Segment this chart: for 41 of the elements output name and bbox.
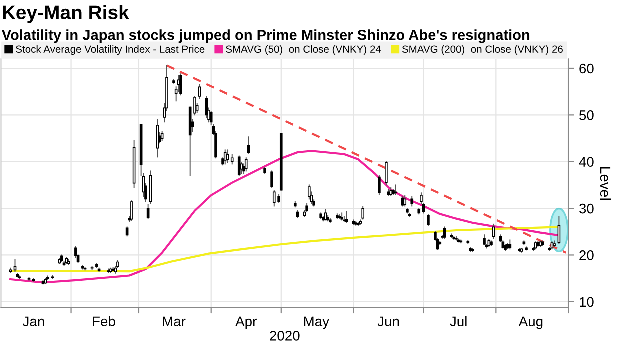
- chart-subtitle: Volatility in Japan stocks jumped on Prime Minster Shinzo Abe's resignation: [2, 30, 530, 44]
- candlestick: [378, 175, 381, 196]
- candlestick: [194, 96, 196, 116]
- candlestick: [270, 170, 274, 188]
- candlestick: [410, 196, 414, 207]
- x-tick-label: Mar: [163, 316, 186, 327]
- candlestick: [156, 119, 160, 158]
- candlestick: [226, 150, 230, 164]
- candlestick: [483, 234, 486, 246]
- y-tick-label: 40: [579, 157, 594, 168]
- chart-title: Key-Man Risk: [3, 5, 130, 24]
- y-tick-label: 10: [580, 297, 594, 308]
- x-tick-label: Apr: [236, 316, 257, 330]
- candlestick: [146, 204, 150, 220]
- x-tick-label: Aug: [518, 316, 543, 330]
- candlestick: [160, 131, 164, 142]
- legend-label: SMAVG (50) on Close (VNKY) 24: [226, 45, 382, 56]
- candlestick: [130, 200, 134, 222]
- candlestick: [427, 214, 430, 226]
- y-tick-label: 60: [580, 64, 594, 74]
- x-tick-label: Jun: [378, 316, 400, 327]
- y-tick-label: 50: [580, 110, 594, 120]
- legend-label: SMAVG (200) on Close (VNKY) 26: [402, 45, 563, 56]
- x-tick-label: Jan: [22, 316, 44, 327]
- candlestick: [180, 74, 182, 96]
- candlestick: [404, 194, 407, 207]
- legend-label: Stock Average Volatility Index - Last Price: [16, 45, 205, 56]
- candlestick: [385, 161, 388, 186]
- candlestick: [455, 236, 458, 241]
- x-tick-label: May: [304, 316, 330, 330]
- y-axis-title: Level: [600, 167, 612, 200]
- x-tick-label: Feb: [93, 316, 116, 327]
- line-series: [10, 150, 560, 284]
- candlestick: [244, 158, 248, 172]
- x-tick-label: Jul: [450, 316, 467, 327]
- candlestick: [14, 259, 17, 272]
- y-tick-label: 30: [579, 204, 594, 214]
- x-axis-title: 2020: [270, 331, 300, 341]
- y-tick-label: 20: [580, 250, 594, 260]
- candlestick: [247, 136, 250, 154]
- candlestick: [230, 154, 234, 165]
